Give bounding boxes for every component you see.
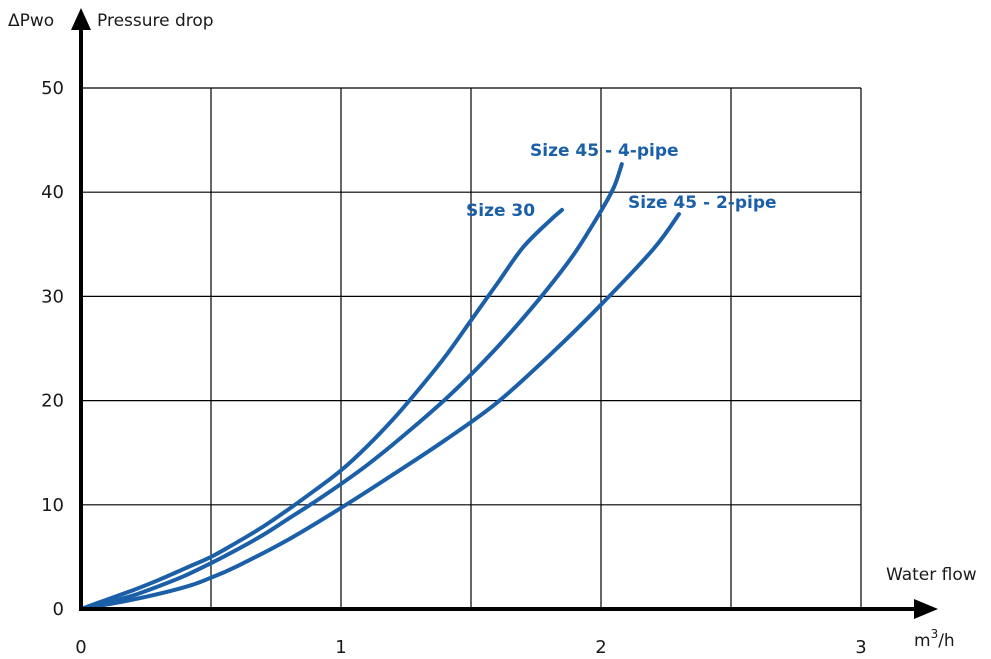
y-axis-arrowhead [71,8,91,30]
x-axis-unit: m3/h [914,627,955,651]
x-tick-label: 1 [335,637,346,658]
series-line-size-30 [79,207,564,611]
x-tick-label: 3 [855,637,866,658]
y-tick-label: 0 [53,599,64,620]
x-unit-rest: /h [938,631,955,651]
x-tick-label: 2 [595,637,606,658]
y-tick-label: 30 [41,286,64,307]
y-tick-label: 50 [41,78,64,99]
x-tick-label: 0 [75,637,86,658]
y-axis-symbol: ΔPwo [8,11,54,31]
series-label-size-30: Size 30 [466,201,535,221]
y-tick-label: 10 [41,495,64,516]
axes [71,8,938,619]
series-label-size-45-2-pipe: Size 45 - 2-pipe [628,193,777,213]
x-axis-arrowhead [914,599,938,619]
grid [81,87,862,609]
y-tick-label: 20 [41,391,64,412]
series-curves [79,162,681,611]
series-label-size-45-4-pipe: Size 45 - 4-pipe [530,141,679,161]
series-line-size-45-4-pipe [79,162,624,611]
y-axis-label: Pressure drop [97,11,214,31]
series-line-size-45-2-pipe [79,212,681,611]
y-tick-label: 40 [41,182,64,203]
x-unit-base: m [914,631,931,651]
x-axis-label: Water flow [886,565,977,585]
x-unit-superscript: 3 [931,627,939,641]
tick-labels: 0 10 20 30 40 50 0 1 2 3 [41,78,867,658]
